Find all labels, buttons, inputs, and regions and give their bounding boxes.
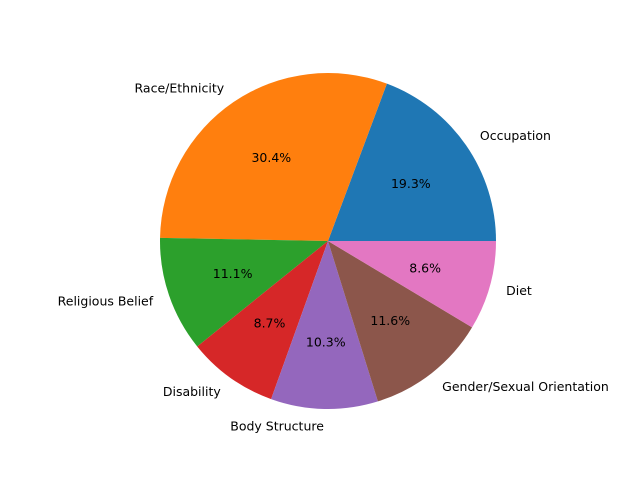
slice-label-gender-sexual-orientation: Gender/Sexual Orientation <box>442 379 609 394</box>
slice-label-religious-belief: Religious Belief <box>58 293 154 308</box>
slice-label-diet: Diet <box>506 283 532 298</box>
pie-slice-gender-sexual-orientation <box>328 241 473 402</box>
slice-percent-occupation: 19.3% <box>391 176 431 191</box>
slice-percent-religious-belief: 11.1% <box>213 266 253 281</box>
slice-percent-gender-sexual-orientation: 11.6% <box>370 313 410 328</box>
slice-label-body-structure: Body Structure <box>230 418 324 433</box>
slice-percent-race-ethnicity: 30.4% <box>251 150 291 165</box>
slice-percent-diet: 8.6% <box>409 260 441 275</box>
slice-percent-disability: 8.7% <box>254 316 286 331</box>
pie-slice-race-ethnicity <box>160 73 387 241</box>
pie-labels: Occupation 19.3% Race/Ethnicity 30.4% Religi… <box>58 81 609 434</box>
slice-label-occupation: Occupation <box>480 128 551 143</box>
pie-slice-disability <box>197 241 328 400</box>
slice-percent-body-structure: 10.3% <box>306 334 346 349</box>
slice-label-race-ethnicity: Race/Ethnicity <box>135 81 225 96</box>
pie-slice-body-structure <box>271 241 378 410</box>
pie-slice-occupation <box>328 83 496 241</box>
pie-slice-diet <box>328 241 496 328</box>
pie-slices <box>160 73 496 410</box>
pie-slice-religious-belief <box>160 237 328 347</box>
slice-label-disability: Disability <box>163 384 222 399</box>
